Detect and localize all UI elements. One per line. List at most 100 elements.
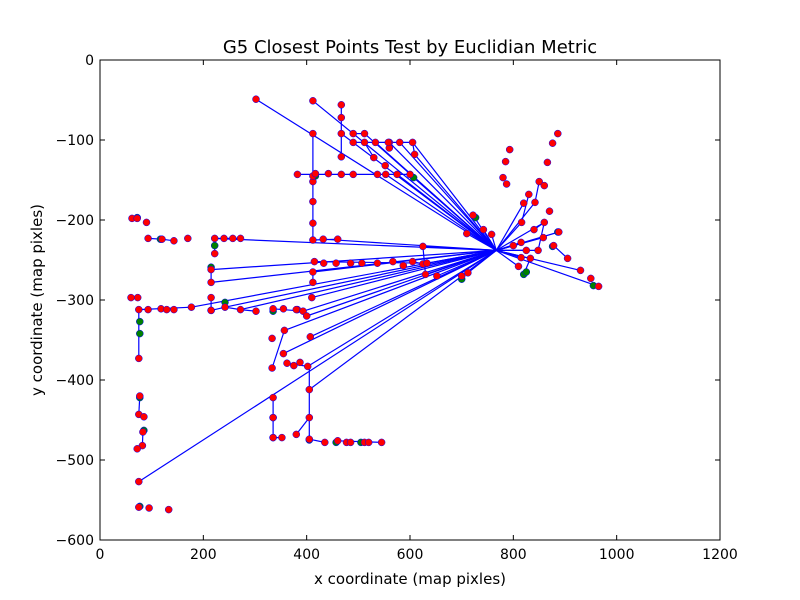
- red-point-82: [399, 261, 408, 270]
- red-point-139: [525, 190, 533, 199]
- hub-link-33: [138, 249, 497, 483]
- x-tick-label-5: 1000: [599, 547, 635, 563]
- red-point-13: [207, 278, 215, 287]
- red-point-135: [526, 254, 535, 263]
- red-point-126: [384, 138, 393, 147]
- green-point-7: [136, 317, 144, 326]
- hub-link-25: [191, 249, 497, 308]
- red-point-3: [144, 234, 152, 243]
- hub-link-5: [388, 141, 497, 251]
- red-point-147: [539, 233, 548, 242]
- points-layer: [127, 95, 603, 514]
- red-point-25: [135, 305, 143, 314]
- hub-link-8: [414, 154, 497, 251]
- red-point-132: [514, 262, 523, 271]
- hub-link-53: [422, 245, 497, 251]
- red-point-127: [469, 211, 477, 219]
- plot-area: [127, 95, 603, 514]
- hub-link-52: [496, 249, 597, 287]
- red-point-113: [321, 438, 329, 447]
- red-point-136: [517, 238, 525, 247]
- red-point-83: [408, 257, 417, 266]
- red-point-20: [279, 305, 288, 313]
- hub-link-23: [240, 249, 497, 311]
- hub-link-30: [310, 249, 497, 338]
- red-point-101: [290, 361, 298, 370]
- red-point-152: [576, 266, 585, 275]
- x-tick-label-4: 800: [500, 547, 527, 563]
- red-point-41: [164, 505, 173, 514]
- red-point-51: [360, 138, 369, 147]
- red-point-67: [311, 169, 320, 178]
- red-point-155: [530, 225, 538, 234]
- red-point-7: [210, 234, 219, 243]
- red-point-1: [133, 214, 141, 223]
- hub-link-45: [495, 202, 525, 251]
- red-point-146: [545, 207, 554, 215]
- red-point-24: [133, 293, 142, 302]
- hub-link-14: [211, 249, 497, 271]
- y-tick-label-6: −600: [56, 533, 94, 549]
- red-point-140: [531, 198, 539, 207]
- red-point-37: [133, 445, 141, 453]
- green-point-3: [210, 241, 219, 250]
- red-point-102: [296, 358, 304, 367]
- red-point-116: [346, 438, 355, 447]
- hub-link-31: [307, 249, 497, 367]
- x-tick-label-1: 200: [190, 547, 217, 563]
- red-point-66: [293, 170, 302, 179]
- red-point-86: [419, 242, 427, 251]
- red-point-143: [543, 158, 552, 167]
- red-point-9: [229, 234, 237, 243]
- hub-link-39: [495, 249, 519, 267]
- red-point-119: [377, 438, 386, 447]
- red-point-118: [364, 438, 373, 447]
- red-point-128: [463, 229, 471, 238]
- chart-title: G5 Closest Points Test by Euclidian Metr…: [223, 37, 597, 58]
- red-point-145: [554, 129, 562, 138]
- y-axis-label: y coordinate (map pixles): [28, 204, 46, 396]
- red-point-89: [457, 272, 466, 280]
- green-point-8: [136, 329, 144, 338]
- red-point-151: [563, 254, 572, 263]
- red-point-42: [252, 95, 260, 103]
- red-point-80: [373, 259, 382, 267]
- y-tick-label-2: −200: [56, 213, 94, 229]
- red-point-32: [136, 392, 144, 400]
- hub-link-28: [284, 249, 497, 331]
- green-point-20: [522, 268, 531, 276]
- red-point-95: [302, 312, 311, 320]
- hub-link-10: [396, 173, 497, 251]
- red-point-70: [349, 170, 357, 179]
- red-point-29: [170, 305, 178, 314]
- red-point-47: [337, 129, 346, 138]
- red-point-12: [207, 265, 215, 274]
- red-point-54: [395, 138, 404, 147]
- red-point-141: [535, 177, 543, 186]
- red-point-90: [464, 269, 472, 277]
- red-point-46: [309, 129, 317, 138]
- red-point-35: [139, 428, 147, 436]
- red-point-109: [278, 433, 286, 442]
- red-point-76: [319, 259, 328, 267]
- red-point-88: [433, 272, 441, 280]
- red-point-44: [337, 101, 346, 109]
- red-point-121: [505, 145, 514, 154]
- red-point-34: [140, 413, 148, 421]
- hub-link-16: [312, 249, 497, 273]
- red-point-10: [236, 234, 245, 243]
- hub-link-24: [302, 249, 497, 312]
- hub-link-50: [496, 231, 559, 251]
- red-point-110: [292, 430, 301, 439]
- red-point-105: [268, 364, 276, 372]
- red-point-52: [371, 138, 380, 147]
- red-point-114: [333, 437, 342, 445]
- red-point-55: [408, 138, 417, 147]
- red-point-97: [268, 334, 276, 343]
- hub-links-layer: [138, 98, 597, 483]
- red-point-58: [337, 153, 346, 161]
- red-point-38: [135, 477, 143, 486]
- red-point-144: [548, 139, 557, 147]
- red-point-107: [269, 413, 277, 422]
